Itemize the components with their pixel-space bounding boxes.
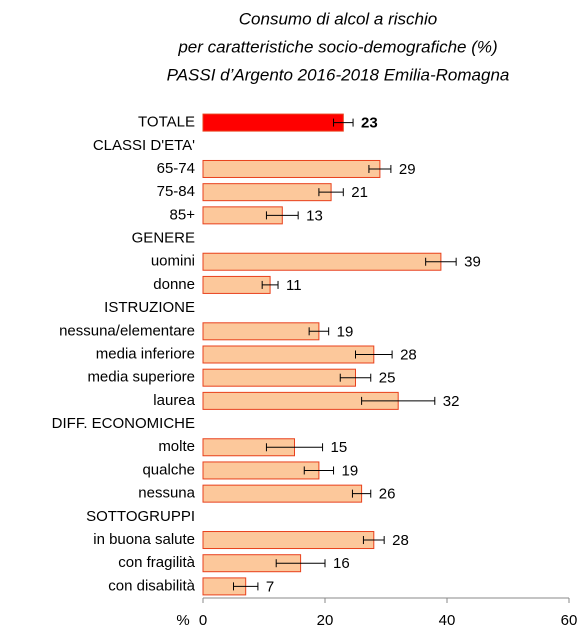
y-tick-label: laurea (153, 392, 195, 409)
bar (202, 322, 320, 341)
x-tick-label: 20 (317, 612, 334, 629)
y-tick-label: molte (158, 438, 195, 455)
y-tick-label: nessuna (138, 485, 195, 502)
bar (202, 275, 271, 294)
error-bar (265, 443, 324, 452)
y-tick-label: SOTTOGRUPPI (86, 508, 195, 525)
bar (202, 183, 332, 202)
data-label: 32 (443, 393, 460, 410)
data-label: 21 (351, 184, 368, 201)
error-bar (351, 489, 372, 498)
y-tick-label: con disabilità (108, 577, 195, 594)
chart-title: per caratteristiche socio-demografiche (… (177, 37, 497, 56)
x-tick-label: 0 (199, 612, 207, 629)
y-tick-label: TOTALE (138, 114, 195, 131)
error-bar (261, 280, 279, 289)
data-label: 28 (392, 532, 409, 549)
y-tick-label: in buona salute (93, 531, 195, 548)
data-label: 28 (400, 346, 417, 363)
y-tick-label: 65-74 (157, 160, 195, 177)
data-label: 13 (306, 207, 323, 224)
error-bar (361, 396, 436, 405)
error-bar (339, 373, 372, 382)
error-bar (308, 327, 330, 336)
error-bar (233, 582, 259, 591)
data-label: 25 (379, 370, 396, 387)
bar (202, 368, 356, 387)
data-label: 26 (379, 486, 396, 503)
data-label: 19 (342, 462, 359, 479)
y-tick-label: media superiore (87, 369, 195, 386)
x-tick-label: 40 (439, 612, 456, 629)
bar (202, 345, 375, 364)
y-tick-label: media inferiore (96, 345, 195, 362)
y-tick-label: CLASSI D'ETA' (93, 137, 195, 154)
chart-title: PASSI d’Argento 2016-2018 Emilia-Romagna (167, 65, 510, 84)
x-axis-label: % (176, 612, 189, 629)
error-bar (425, 257, 457, 266)
bar (202, 484, 363, 503)
data-label: 15 (331, 439, 348, 456)
error-bar (318, 188, 344, 197)
error-bar (355, 350, 393, 359)
y-tick-label: ISTRUZIONE (104, 299, 195, 316)
data-label: 16 (333, 555, 350, 572)
data-label: 19 (337, 323, 354, 340)
chart-title: Consumo di alcol a rischio (239, 9, 437, 28)
y-tick-label: qualche (142, 461, 195, 478)
y-tick-label: uomini (151, 253, 195, 270)
y-tick-label: 85+ (170, 206, 196, 223)
error-bar (265, 211, 299, 220)
error-bar (333, 118, 354, 127)
bar (202, 461, 320, 480)
y-tick-label: 75-84 (157, 183, 195, 200)
bar (202, 159, 381, 178)
data-label: 39 (464, 254, 481, 271)
data-label: 29 (399, 161, 416, 178)
error-bar (368, 164, 392, 173)
data-label: 7 (266, 578, 274, 595)
y-tick-label: DIFF. ECONOMICHE (52, 415, 195, 432)
data-label: 11 (286, 277, 302, 294)
error-bar (303, 466, 335, 475)
bar (202, 252, 442, 271)
y-tick-label: GENERE (132, 230, 195, 247)
y-tick-label: donne (153, 276, 195, 293)
error-bar (362, 536, 385, 545)
bar (202, 113, 344, 132)
data-label: 23 (361, 115, 378, 132)
bar (202, 531, 375, 550)
y-tick-label: nessuna/elementare (59, 322, 195, 339)
error-bar (275, 559, 326, 568)
x-tick-label: 60 (561, 612, 578, 629)
y-tick-label: con fragilità (118, 554, 195, 571)
